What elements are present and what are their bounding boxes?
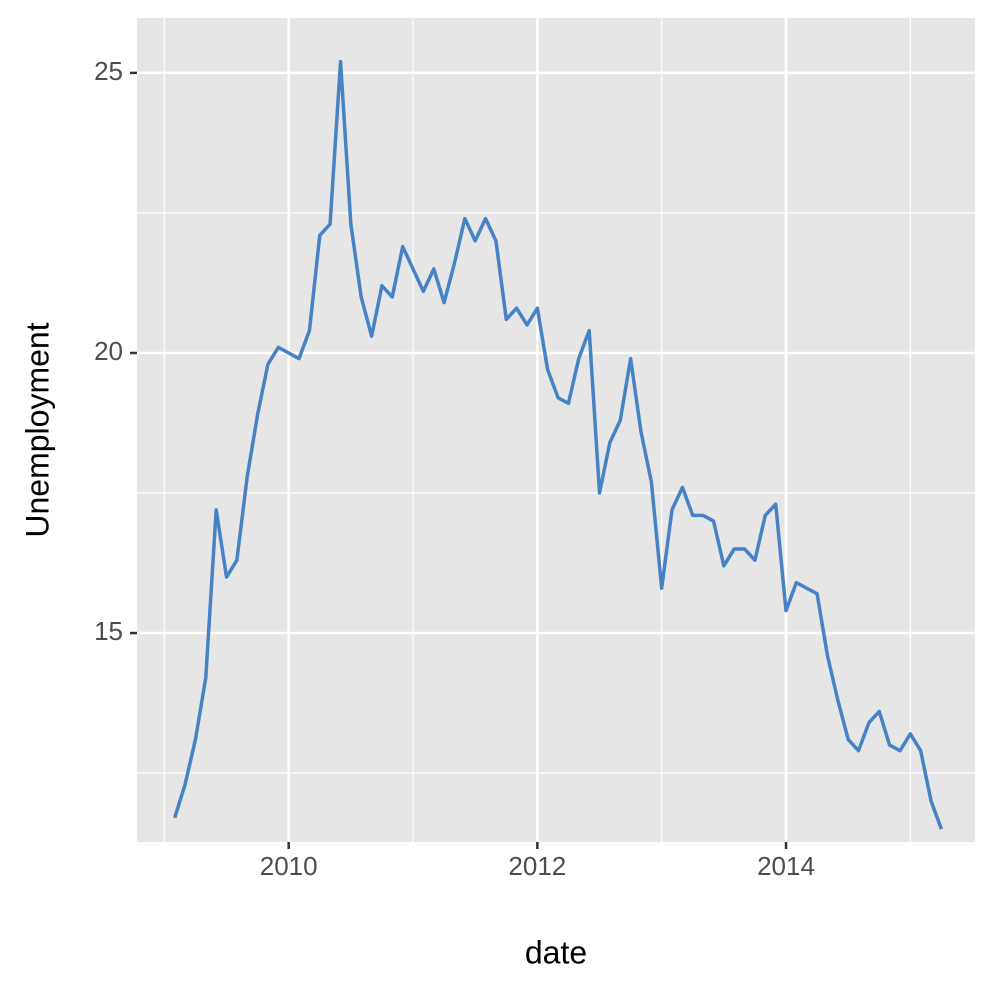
y-tick-label: 15 bbox=[94, 616, 123, 646]
x-tick-label: 2010 bbox=[260, 851, 318, 881]
y-tick-label: 20 bbox=[94, 336, 123, 366]
panel-background bbox=[137, 18, 975, 842]
y-axis-title: Unemployment bbox=[19, 322, 55, 537]
x-tick-label: 2012 bbox=[508, 851, 566, 881]
data-line bbox=[172, 59, 944, 830]
y-tick-label: 25 bbox=[94, 56, 123, 86]
x-axis-title: date bbox=[525, 934, 587, 970]
x-tick-label: 2014 bbox=[757, 851, 815, 881]
